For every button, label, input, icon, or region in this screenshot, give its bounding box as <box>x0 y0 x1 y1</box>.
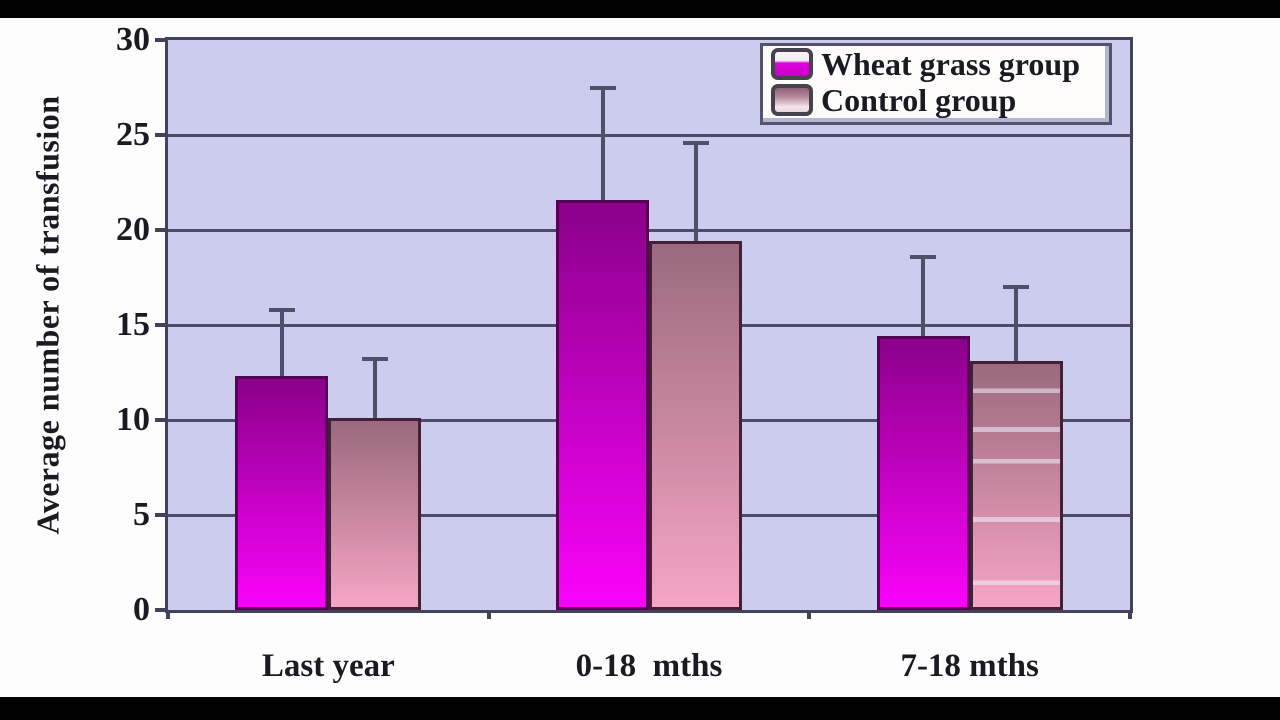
y-tick-mark <box>155 38 168 42</box>
legend-label: Control group <box>821 82 1017 118</box>
error-bar-stem <box>372 357 377 419</box>
y-tick-label: 20 <box>116 211 150 248</box>
plot-area: Wheat grass group Control group <box>165 37 1133 613</box>
bar-control-3 <box>969 361 1063 610</box>
legend-key-swatch <box>771 84 813 116</box>
y-tick-mark <box>155 418 168 422</box>
y-tick-mark <box>155 228 168 232</box>
error-bar-stem <box>921 254 926 337</box>
x-category-label: 0-18 mths <box>575 648 723 684</box>
x-category-label: Last year <box>261 648 395 684</box>
error-bar-cap <box>682 140 709 145</box>
error-bar-cap <box>268 307 295 312</box>
y-tick-label: 25 <box>116 116 150 153</box>
error-bar-stem <box>600 85 605 200</box>
y-tick-label: 5 <box>133 496 150 533</box>
bar-wheat-grass-1 <box>235 376 329 610</box>
bar-control-1 <box>328 418 422 610</box>
gridline-25 <box>168 133 1130 137</box>
legend-item-control: Control group <box>771 83 1105 117</box>
y-tick-label: 30 <box>116 21 150 58</box>
letterbox-bottom <box>0 697 1280 720</box>
y-tick-mark <box>155 133 168 137</box>
x-tick-mark <box>807 610 812 619</box>
error-bar-stem <box>279 307 284 377</box>
y-tick-label: 0 <box>133 591 150 628</box>
legend-label: Wheat grass group <box>821 46 1080 82</box>
gridline-20 <box>168 228 1130 232</box>
bar-control-2 <box>649 241 742 610</box>
x-tick-mark <box>1128 610 1132 619</box>
y-tick-mark <box>155 513 168 517</box>
letterbox-top <box>0 0 1280 18</box>
error-bar-cap <box>589 85 616 90</box>
error-bar-cap <box>910 254 937 259</box>
y-tick-label: 10 <box>116 401 150 438</box>
legend: Wheat grass group Control group <box>760 43 1112 125</box>
error-bar-stem <box>1014 285 1019 362</box>
error-bar-stem <box>693 140 698 242</box>
y-tick-mark <box>155 608 168 612</box>
error-bar-cap <box>361 357 388 362</box>
x-category-label: 7-18 mths <box>900 648 1039 684</box>
error-bar-cap <box>1003 285 1030 290</box>
x-tick-mark <box>486 610 491 619</box>
bar-wheat-grass-3 <box>876 336 970 610</box>
y-tick-label: 15 <box>116 306 150 343</box>
bar-wheat-grass-2 <box>556 199 649 610</box>
x-tick-mark <box>166 610 170 619</box>
legend-key-swatch <box>771 48 813 80</box>
legend-item-wheat-grass: Wheat grass group <box>771 47 1105 81</box>
y-tick-mark <box>155 323 168 327</box>
